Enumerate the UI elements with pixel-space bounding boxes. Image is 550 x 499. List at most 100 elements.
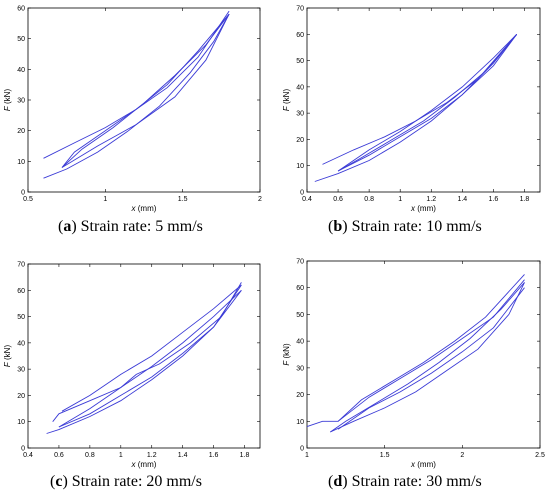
y-axis-unit-b: (kN) [282,89,291,107]
y-tick-label-b: 50 [296,58,304,65]
y-tick-label-a: 30 [17,98,25,105]
x-tick-label-d: 2 [460,452,464,459]
x-axis-unit-c: (mm) [136,460,157,469]
y-axis-var-b: F [282,105,291,111]
y-tick-label-d: 30 [296,365,304,372]
x-axis-var-d: x [410,460,416,469]
y-axis-label-d: F (kN) [282,343,291,366]
series-line-a-4 [61,13,230,168]
y-tick-label-d: 50 [296,312,304,319]
y-tick-label-b: 30 [296,111,304,118]
x-tick-label-b: 1.8 [520,196,530,203]
y-axis-unit-c: (kN) [3,345,12,363]
y-tick-label-b: 0 [300,190,304,197]
caption-b: (b) Strain rate: 10 mm/s [328,218,482,235]
y-tick-label-d: 40 [296,339,304,346]
x-tick-label-b: 1.6 [489,196,499,203]
y-tick-label-a: 60 [17,6,25,13]
series-line-d-3 [330,282,525,433]
x-axis-label-a: x (mm) [131,204,157,213]
series-line-c-4 [61,284,242,412]
y-tick-label-a: 0 [21,190,25,197]
y-axis-label-c: F (kN) [3,345,12,368]
caption-d-text: Strain rate: 30 mm/s [351,473,482,490]
caption-c-text: Strain rate: 20 mm/s [71,473,202,490]
x-axis-label-d: x (mm) [410,460,436,469]
x-tick-label-c: 1 [119,452,123,459]
series-line-b-4 [337,34,518,172]
chart-b: 0.4 0.6 0.8 1 1.2 1.4 1.6 1.8 0 10 20 30 40 50 60 70 x (… [282,6,541,213]
x-axis-unit-d: (mm) [415,460,436,469]
x-tick-label-d: 2.5 [535,452,545,459]
series-line-c-2 [58,289,242,428]
caption-a-text: Strain rate: 5 mm/s [80,218,203,235]
y-tick-label-a: 40 [17,67,25,74]
series-line-c-5 [52,282,242,422]
y-tick-label-b: 60 [296,32,304,39]
x-axis-unit-b: (mm) [415,204,436,213]
y-axis-var-c: F [3,361,12,367]
y-tick-label-c: 0 [21,446,25,453]
x-axis-unit-a: (mm) [136,204,157,213]
y-tick-label-b: 10 [296,163,304,170]
plot-frame-a [27,7,261,193]
series-line-d-5 [337,287,525,430]
x-axis-var-a: x [131,204,137,213]
series-line-a-3 [61,13,230,168]
chart-d: 1 1.5 2 2.5 0 10 20 30 40 50 60 70 x (mm) F (kN) [282,259,545,470]
y-tick-label-b: 40 [296,84,304,91]
x-tick-label-b: 0.4 [302,196,312,203]
x-tick-label-b: 1.2 [426,196,436,203]
plot-frame-d [306,260,541,449]
x-tick-label-a: 2 [258,196,262,203]
x-tick-label-b: 0.8 [364,196,374,203]
y-tick-label-a: 20 [17,128,25,135]
y-tick-label-c: 10 [17,419,25,426]
series-line-d-2 [330,282,525,433]
x-tick-label-d: 1.5 [380,452,390,459]
series-line-c-1 [46,290,242,434]
series-line-b-3 [337,34,518,172]
x-tick-label-c: 1.6 [209,452,219,459]
caption-c-letter: c [55,473,63,490]
x-tick-label-c: 0.4 [23,452,33,459]
x-tick-label-b: 0.6 [333,196,343,203]
y-tick-label-a: 50 [17,36,25,43]
x-axis-label-b: x (mm) [410,204,436,213]
series-line-c-3 [58,284,242,428]
y-axis-unit-a: (kN) [3,89,12,107]
y-axis-label-a: F (kN) [3,89,12,112]
plot-frame-b [306,7,541,193]
caption-c: (c) Strain rate: 20 mm/s [50,473,202,490]
x-axis-label-c: x (mm) [131,460,157,469]
x-tick-label-c: 1.4 [178,452,188,459]
plot-frame-c [27,263,261,449]
y-tick-label-d: 0 [300,446,304,453]
x-axis-var-b: x [410,204,416,213]
series-line-a-2 [61,13,230,168]
y-tick-label-c: 30 [17,367,25,374]
x-tick-label-b: 1 [398,196,402,203]
y-tick-label-c: 70 [17,262,25,269]
y-tick-label-c: 40 [17,340,25,347]
x-axis-var-c: x [131,460,137,469]
x-tick-label-a: 1 [103,196,107,203]
series-line-d-1 [306,274,525,428]
caption-b-text: Strain rate: 10 mm/s [351,218,482,235]
y-tick-label-a: 10 [17,159,25,166]
y-tick-label-d: 10 [296,419,304,426]
y-tick-label-d: 20 [296,392,304,399]
chart-c: 0.4 0.6 0.8 1 1.2 1.4 1.6 1.8 0 10 20 30 40 50 60 70 x (… [3,262,261,469]
x-tick-label-c: 1.2 [147,452,157,459]
x-tick-label-a: 0.5 [23,196,33,203]
series-line-a-1 [43,13,230,179]
x-tick-label-d: 1 [305,452,309,459]
caption-d: (d) Strain rate: 30 mm/s [328,473,482,490]
y-tick-label-d: 60 [296,285,304,292]
y-tick-label-c: 50 [17,314,25,321]
caption-a-letter: a [63,218,72,235]
x-tick-label-c: 0.8 [85,452,95,459]
x-tick-label-b: 1.4 [457,196,467,203]
